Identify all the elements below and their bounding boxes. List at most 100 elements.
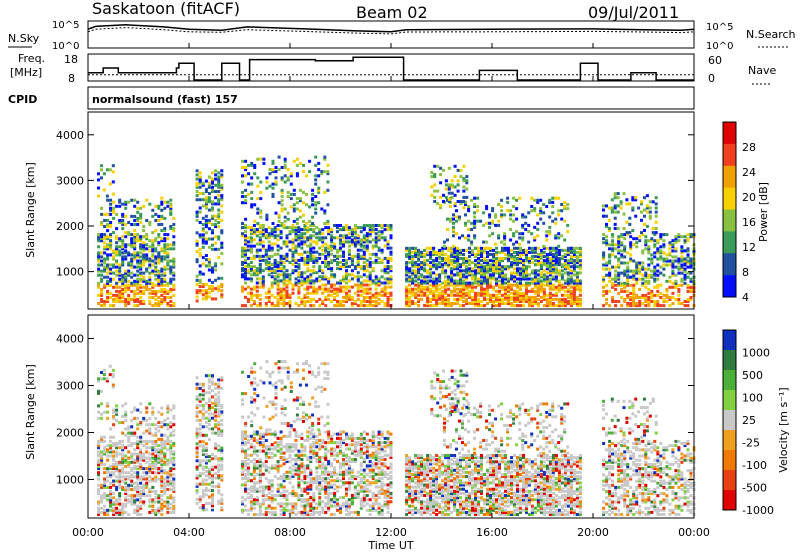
power-cell-3808: [644, 239, 648, 243]
power-cell-3780: [641, 302, 645, 305]
power-cell-1780: [371, 267, 375, 271]
power-cell-2181: [414, 250, 418, 254]
velocity-cell-246: [133, 498, 137, 502]
power-cell-3028: [539, 263, 543, 267]
power-cell-836: [217, 198, 221, 202]
power-cell-2375: [444, 261, 448, 265]
power-cell-2412: [450, 267, 454, 271]
power-cell-3800: [644, 279, 648, 283]
power-cell-2769: [501, 250, 504, 254]
power-cell-4012: [686, 298, 690, 301]
power-cell-664: [195, 212, 199, 216]
power-cell-1163: [282, 281, 286, 285]
power-cell-1465: [327, 277, 331, 281]
power-cell-672: [195, 177, 199, 181]
power-cell-1459: [327, 297, 331, 301]
power-cell-2845: [513, 259, 516, 263]
power-cell-1069: [267, 226, 271, 230]
power-cell-3666: [617, 237, 621, 241]
power-cell-4099: [625, 231, 629, 235]
power-cell-1291: [300, 242, 304, 246]
velocity-cell-648: [166, 410, 170, 414]
power-cell-349: [148, 265, 152, 269]
noise-tick-right-bottom: 10^0: [706, 41, 733, 52]
power-cell-2613: [480, 273, 483, 277]
power-cell-1654: [353, 224, 357, 227]
power-cell-2739: [498, 279, 501, 283]
power-cell-1007: [258, 240, 262, 244]
power-cell-3225: [569, 289, 573, 293]
power-cell-2263: [429, 291, 433, 295]
velocity-cell-168: [121, 506, 125, 510]
power-cell-487: [169, 271, 173, 275]
power-cell-3181: [563, 300, 567, 303]
power-cell-2664: [486, 261, 489, 265]
power-cell-3274: [575, 279, 579, 283]
power-cell-1096: [273, 269, 277, 273]
velocity-cell-242: [133, 510, 137, 514]
power-cell-697: [198, 175, 202, 179]
power-cell-160: [121, 277, 125, 281]
power-cell-3086: [548, 277, 552, 281]
velocity-cell-503: [169, 473, 173, 477]
velocity-cell-574: [124, 419, 128, 422]
power-cell-1973: [271, 170, 275, 174]
power-cell-753: [207, 278, 211, 282]
velocity-cell-680: [111, 375, 115, 379]
power-cell-964: [252, 256, 256, 260]
power-cell-2434: [453, 259, 457, 263]
power-cell-3897: [662, 267, 666, 271]
power-cell-3958: [674, 241, 678, 245]
power-cell-821: [217, 287, 221, 291]
power-cell-582: [139, 206, 143, 210]
power-cell-756: [207, 262, 211, 266]
power-cell-2607: [480, 287, 483, 291]
power-cell-2247: [426, 289, 430, 293]
velocity-cell-623: [151, 406, 155, 410]
power-cell-2838: [513, 279, 516, 283]
power-cell-2198: [417, 265, 421, 269]
velocity-cell-627: [154, 423, 158, 427]
power-cell-1619: [350, 297, 354, 301]
power-cell-1359: [309, 244, 313, 248]
power-cell-810: [214, 223, 218, 226]
power-cell-996: [258, 277, 262, 281]
velocity-cell-595: [136, 427, 140, 431]
power-cell-2068: [314, 201, 318, 205]
power-cell-1467: [327, 265, 331, 269]
power-cell-3504: [563, 205, 567, 208]
power-cell-2308: [435, 283, 439, 287]
velocity-cell-176: [121, 469, 125, 473]
power-cell-1380: [312, 254, 316, 258]
velocity-cell-396: [154, 465, 158, 468]
power-cell-2499: [462, 261, 465, 265]
power-cell-2347: [441, 281, 445, 285]
power-cell-1792: [374, 300, 378, 303]
power-cell-2965: [530, 271, 534, 275]
velocity-cell-469: [163, 446, 167, 450]
power-cell-3779: [638, 235, 642, 239]
velocity-cell-514: [169, 439, 173, 443]
velocity-cell-497: [169, 494, 173, 498]
power-cell-1266: [297, 265, 301, 269]
power-cell-1977: [274, 211, 278, 215]
power-cell-1490: [330, 252, 334, 256]
power-cell-1006: [258, 242, 262, 246]
power-cell-841: [217, 181, 221, 185]
power-cell-885: [241, 246, 244, 250]
velocity-cell-138: [115, 450, 119, 454]
power-cell-2520: [465, 259, 468, 263]
power-cell-2468: [459, 289, 462, 293]
power-cell-2782: [504, 275, 507, 279]
power-cell-2775: [504, 293, 507, 297]
power-cell-1326: [306, 277, 310, 281]
power-cell-1116: [276, 283, 280, 287]
power-cell-1692: [359, 248, 363, 252]
power-cell-3349: [470, 242, 474, 246]
power-cell-2385: [447, 287, 451, 291]
power-cell-2655: [486, 281, 489, 285]
velocity-cell-316: [142, 492, 146, 496]
power-cell-3948: [674, 285, 678, 289]
power-cell-979: [255, 273, 259, 277]
power-cell-2024: [292, 207, 296, 211]
